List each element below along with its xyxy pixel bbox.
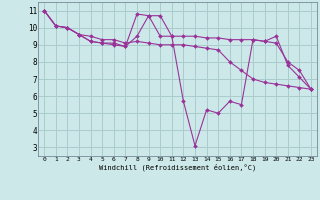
X-axis label: Windchill (Refroidissement éolien,°C): Windchill (Refroidissement éolien,°C) [99, 164, 256, 171]
